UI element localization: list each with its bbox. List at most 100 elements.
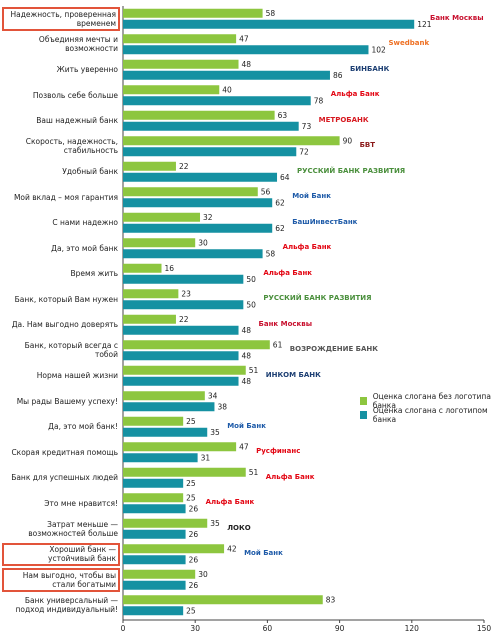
bar [123, 529, 186, 539]
bar [123, 580, 186, 590]
value-label: 50 [246, 275, 256, 284]
bank-logo: Альфа Банк [205, 498, 255, 507]
category-label: Затрат меньше — возможностей больше [28, 519, 118, 538]
bar [123, 198, 273, 208]
value-label: 51 [249, 468, 259, 477]
value-label: 48 [242, 377, 252, 386]
value-label: 58 [266, 9, 276, 18]
value-label: 102 [371, 45, 386, 54]
value-label: 38 [217, 402, 227, 411]
category-label: Банк универсальный — подход индивидуальн… [15, 596, 118, 615]
value-label: 61 [273, 340, 283, 349]
bar [123, 595, 323, 605]
value-label: 51 [249, 366, 259, 375]
value-label: 30 [198, 570, 208, 579]
value-label: 90 [343, 136, 353, 145]
value-label: 42 [227, 544, 237, 553]
category-label: Скорость, надежность, стабильность [25, 137, 118, 156]
bank-logo: Альфа Банк [282, 243, 332, 252]
value-label: 32 [203, 213, 213, 222]
bank-logo: ИНКОМ БАНК [265, 370, 321, 379]
bar [123, 161, 176, 171]
bank-logo: Русфинанс [256, 447, 301, 456]
bar [123, 544, 225, 554]
bar [123, 376, 239, 386]
bank-logo: БВТ [359, 141, 376, 150]
value-label: 86 [333, 71, 343, 80]
value-label: 34 [208, 391, 218, 400]
bar [123, 340, 270, 350]
bar [123, 96, 311, 106]
bar [123, 442, 237, 452]
bar [123, 467, 246, 477]
x-tick-label: 90 [335, 624, 345, 633]
value-label: 35 [210, 519, 220, 528]
category-label: Да, это мой банк [51, 243, 118, 253]
value-label: 121 [417, 20, 432, 29]
value-label: 58 [266, 249, 276, 258]
value-label: 48 [242, 326, 252, 335]
value-label: 64 [280, 173, 290, 182]
category-label: Объединяя мечты и возможности [38, 35, 118, 54]
bar [123, 555, 186, 565]
bar [123, 121, 299, 131]
bank-logo: РУССКИЙ БАНК РАЗВИТИЯ [263, 294, 372, 303]
value-label: 26 [189, 581, 199, 590]
bar [123, 453, 198, 463]
category-label: Время жить [70, 269, 119, 279]
bank-logo: ВОЗРОЖДЕНИЕ БАНК [289, 345, 378, 354]
bar [123, 70, 330, 80]
bar [123, 59, 239, 69]
value-label: 16 [165, 264, 175, 273]
bar [123, 212, 201, 222]
bar [123, 136, 340, 146]
category-label: Банк, который всегда с тобой [24, 341, 118, 360]
legend-label: Оценка слогана с логотипом банка [372, 406, 488, 424]
value-label: 83 [326, 595, 336, 604]
bar [123, 416, 184, 426]
bar [123, 351, 239, 361]
bank-logo: Банк Москвы [258, 319, 313, 328]
value-label: 26 [189, 504, 199, 513]
category-label: Да, это мой банк! [48, 422, 118, 432]
value-label: 25 [186, 606, 196, 615]
bar [123, 172, 278, 182]
legend-item: Оценка слогана с логотипом банка [360, 406, 493, 424]
value-label: 26 [189, 530, 199, 539]
bank-logo: БИНБАНК [349, 64, 390, 73]
x-tick-label: 0 [121, 624, 126, 633]
category-label: Мы рады Вашему успеху! [16, 396, 118, 406]
bar [123, 478, 184, 488]
bar [123, 569, 196, 579]
bar [123, 274, 244, 284]
value-label: 47 [239, 34, 249, 43]
x-tick-label: 30 [190, 624, 200, 633]
value-label: 35 [210, 428, 220, 437]
bar [123, 223, 273, 233]
category-label: Мой вклад – моя гарантия [13, 192, 118, 202]
value-label: 31 [201, 453, 211, 462]
x-tick-label: 60 [263, 624, 273, 633]
bank-logo: Мой Банк [227, 421, 266, 430]
bar [123, 493, 184, 503]
bar [123, 504, 186, 514]
bank-logo: Мой Банк [244, 549, 283, 558]
bar [123, 402, 215, 412]
bank-logo: БашИнвестБанк [292, 217, 358, 226]
value-label: 30 [198, 238, 208, 247]
bank-logo: Swedbank [388, 39, 430, 48]
bar [123, 238, 196, 248]
value-label: 56 [261, 187, 271, 196]
bar [123, 85, 220, 95]
legend-swatch [360, 397, 367, 405]
bar [123, 187, 258, 197]
value-label: 40 [222, 85, 232, 94]
bar [123, 289, 179, 299]
category-label: С нами надежно [52, 218, 118, 228]
legend-label: Оценка слогана без логотипа банка [372, 392, 491, 410]
bank-logo: ЛОКО [227, 523, 251, 532]
category-label: Нам выгодно, чтобы вы стали богатыми [2, 568, 120, 592]
category-label: Позволь себе больше [32, 90, 118, 100]
category-label: Банк, который Вам нужен [14, 294, 118, 304]
